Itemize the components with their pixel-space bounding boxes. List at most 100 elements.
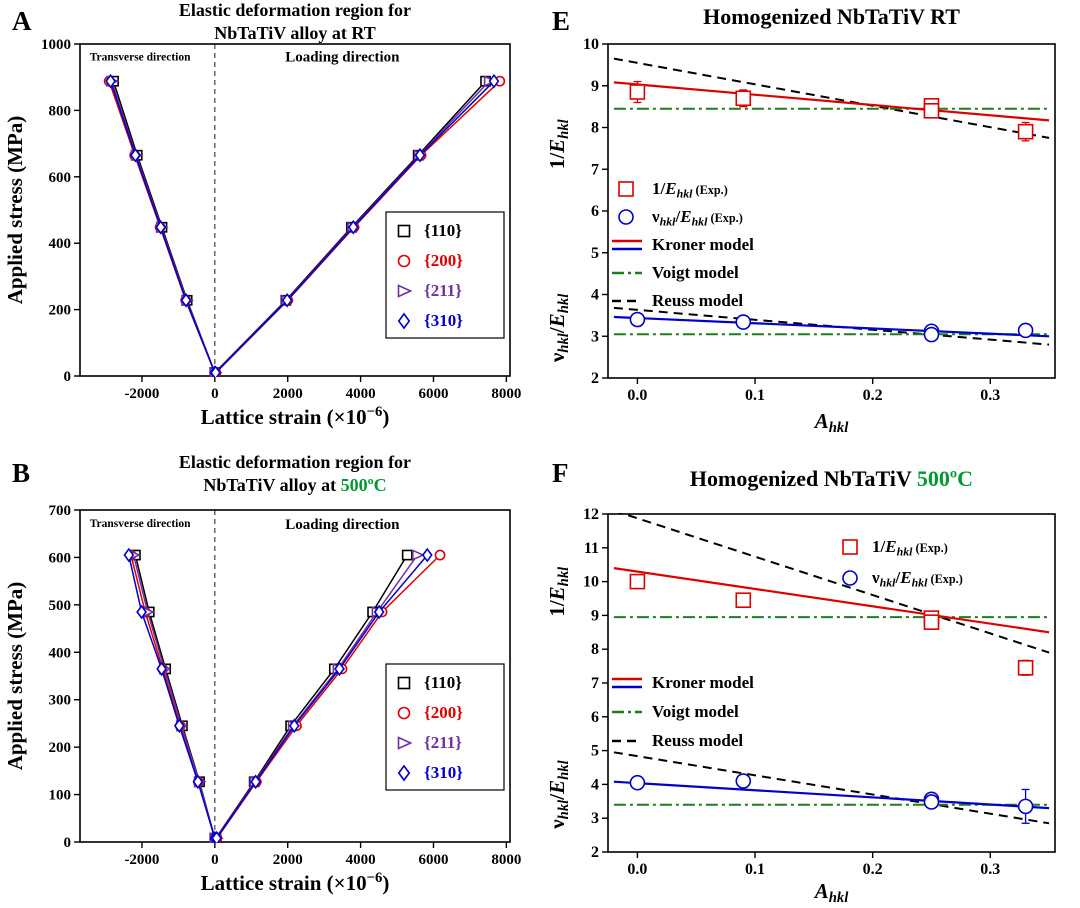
legend-circle-swatch <box>842 570 858 586</box>
310-marker <box>136 604 147 620</box>
series-1-e-exp <box>629 80 1034 142</box>
310-marker <box>211 830 223 843</box>
nu-e-exp-marker <box>629 311 646 328</box>
x-tick-label: 0.0 <box>627 387 647 404</box>
plot-frame <box>79 509 511 843</box>
legend-square-swatch <box>618 181 634 197</box>
panel-f-homogenized-500c: F Homogenized NbTaTiV 500ºC 0.0 0.1 0.2 0.3 2 3… <box>540 452 1080 908</box>
legend-circle-swatch <box>397 706 411 720</box>
chart-title-line-2: NbTaTiV alloy at 500ºC <box>203 475 386 495</box>
y-tick-label: 400 <box>49 236 72 252</box>
chart-title-line-1: Elastic deformation region for <box>179 0 411 20</box>
series-reuss-model-1-e <box>618 513 1050 654</box>
110-marker <box>401 549 413 561</box>
1-e-exp-marker <box>629 84 646 100</box>
y-tick-label: 200 <box>49 740 72 756</box>
1-e-exp-marker <box>923 103 940 119</box>
y-tick-label: 5 <box>591 743 599 760</box>
y-tick-label: 2 <box>591 370 599 387</box>
axes: 0.0 0.1 0.2 0.3 2 3 4 5 6 7 8 9 10 <box>583 36 1056 404</box>
x-axis-label: Ahkl <box>813 879 850 906</box>
y-tick-label: 400 <box>49 645 72 661</box>
x-tick-label: 4000 <box>346 852 376 868</box>
310-marker <box>373 604 385 620</box>
x-tick-label: 4000 <box>346 386 376 402</box>
x-tick-label: -2000 <box>124 852 159 868</box>
annotation-2: Loading direction <box>285 49 400 65</box>
y-tick-label: 0 <box>64 835 72 851</box>
y-tick-label: 5 <box>591 245 599 262</box>
y-tick-label: 500 <box>49 598 72 614</box>
y-tick-label: 7 <box>591 675 599 692</box>
annotation-1: Transverse direction <box>90 518 191 530</box>
310-marker <box>123 547 135 563</box>
series-layer <box>123 547 446 843</box>
panel-letter-a: A <box>12 6 32 36</box>
series-reuss-model-1-e <box>613 57 1050 139</box>
nu-e-exp-marker <box>923 326 940 343</box>
y-tick-label: 600 <box>49 170 72 186</box>
310-marker <box>288 718 300 734</box>
310-marker <box>192 774 204 790</box>
y-tick-label: 10 <box>583 36 599 53</box>
chart-title-line-1: Homogenized NbTaTiV 500ºC <box>690 466 973 491</box>
310-marker <box>334 661 345 677</box>
1-e-exp-marker <box>629 573 646 590</box>
310-marker <box>173 718 185 734</box>
y-axis-label-1: 1/Ehkl <box>545 566 572 617</box>
y-tick-label: 6 <box>591 709 599 726</box>
310-marker <box>156 661 167 677</box>
legend-label: {211} <box>424 281 462 300</box>
legend-label: Reuss model <box>652 291 743 310</box>
legend-1: {110} {200} {211} {310} <box>385 663 505 791</box>
1-e-exp-marker <box>1017 659 1034 676</box>
legend-label: {211} <box>424 733 462 752</box>
y-tick-label: 4 <box>591 776 599 793</box>
y-tick-label: 200 <box>49 303 72 319</box>
legend-diamond-swatch <box>397 764 411 782</box>
legend-2: Kroner model Voigt model Reuss model <box>612 673 754 750</box>
y-tick-label: 4 <box>591 287 599 304</box>
nu-e-exp-marker <box>735 773 752 789</box>
chart-title-line-1: Elastic deformation region for <box>179 452 411 472</box>
series-line <box>613 81 1050 122</box>
310-marker <box>105 73 116 89</box>
chart-b: B Elastic deformation region for NbTaTiV a… <box>3 452 521 895</box>
chart-f: F Homogenized NbTaTiV 500ºC 0.0 0.1 0.2 0.3 2 3… <box>545 458 1056 906</box>
chart-e: E Homogenized NbTaTiV RT 0.0 0.1 0.2 0.3 2 3 4 5 6… <box>545 4 1056 436</box>
x-tick-label: 0.1 <box>745 861 765 878</box>
1-e-exp-marker <box>735 592 752 608</box>
series-310 <box>123 547 433 843</box>
310-marker <box>210 365 221 377</box>
x-axis-label: Ahkl <box>813 409 850 436</box>
legend-label: 1/Ehkl (Exp.) <box>872 537 948 558</box>
x-tick-label: 0 <box>211 386 219 402</box>
y-tick-label: 1000 <box>41 37 71 53</box>
310-marker <box>414 147 426 163</box>
series-211 <box>128 549 425 843</box>
legend-square-swatch <box>397 224 411 238</box>
nu-e-exp-marker <box>629 774 646 791</box>
series-nu-e-exp <box>629 773 1034 824</box>
nu-e-exp-marker <box>1017 322 1034 339</box>
y-axis-label-1: Applied stress (MPa) <box>3 116 27 305</box>
legend-label: Voigt model <box>652 702 739 721</box>
y-tick-label: 8 <box>591 641 599 658</box>
panel-letter-e: E <box>552 6 570 36</box>
legend-label: {110} <box>424 221 462 240</box>
y-tick-label: 6 <box>591 203 599 220</box>
series-line <box>128 554 216 839</box>
x-tick-label: 6000 <box>418 386 448 402</box>
axes: 0.0 0.1 0.2 0.3 2 3 4 5 6 7 8 9 10 11 12 <box>583 506 1056 878</box>
series-line <box>613 567 1050 634</box>
legend-label: Reuss model <box>652 731 743 750</box>
series-kroner-model-1-e <box>613 81 1050 122</box>
series-line <box>216 554 428 839</box>
legend-square-swatch <box>842 539 858 555</box>
legend-diamond-swatch <box>397 312 411 330</box>
x-tick-label: 0.2 <box>863 861 883 878</box>
legend-label: Kroner model <box>652 235 754 254</box>
1-e-exp-marker <box>1017 123 1034 140</box>
legend-label: {110} <box>424 673 462 692</box>
y-tick-label: 700 <box>49 503 72 519</box>
